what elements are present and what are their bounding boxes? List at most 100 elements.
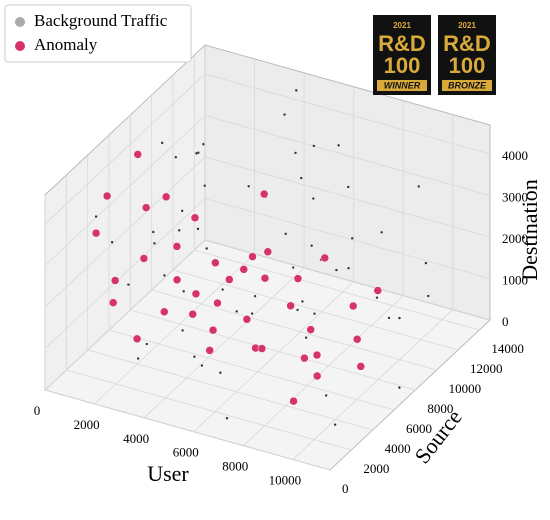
anomaly-point [306, 325, 315, 334]
anomaly-point [188, 309, 197, 319]
anomaly-point [312, 350, 322, 360]
grid-line [44, 239, 206, 391]
grid-line [87, 349, 373, 431]
background-point [182, 290, 185, 293]
grid-line [44, 198, 206, 349]
anomaly-point [320, 253, 330, 263]
legend-marker [15, 41, 25, 51]
y-tick-label: 6000 [406, 421, 432, 436]
grid-line [44, 73, 206, 225]
badge-brand: R&D [378, 31, 426, 56]
background-point [250, 312, 254, 315]
background-point [160, 141, 164, 145]
background-point [200, 364, 204, 367]
anomaly-point [211, 258, 220, 268]
background-point [337, 144, 340, 147]
grid-line [44, 389, 331, 471]
background-point [347, 267, 350, 270]
z-tick-label: 2000 [502, 231, 528, 246]
anomaly-point [205, 346, 214, 355]
background-point [312, 144, 316, 148]
grid-line [108, 329, 395, 411]
anomaly-point [225, 275, 234, 284]
anomaly-point [248, 252, 257, 261]
background-point [205, 247, 208, 250]
badge-brand: R&D [443, 31, 491, 56]
legend-label: Background Traffic [34, 11, 168, 30]
badge-band [377, 80, 427, 91]
legend: Background Traffic Anomaly [4, 4, 192, 63]
anomaly-point [132, 334, 142, 344]
background-point [127, 283, 130, 286]
background-point [292, 266, 295, 269]
anomaly-point [286, 301, 295, 311]
background-point [295, 89, 298, 92]
x-tick-label: 0 [34, 403, 41, 418]
background-point [181, 329, 184, 332]
background-point [180, 209, 184, 213]
anomaly-point [259, 189, 269, 199]
badge-year: 2021 [393, 21, 411, 30]
anomaly-point [263, 247, 273, 257]
legend-marker [15, 17, 25, 27]
anomaly-point [300, 353, 309, 363]
y-tick-label: 4000 [385, 441, 411, 456]
grid-line [172, 269, 459, 351]
y-tick-label: 14000 [491, 341, 524, 356]
anomaly-point [102, 191, 112, 201]
z-tick-label: 4000 [502, 148, 528, 163]
background-point [333, 423, 337, 426]
background-point [153, 242, 156, 245]
anomaly-point [133, 150, 143, 159]
anomaly-point [190, 213, 200, 223]
grid-line [143, 267, 305, 419]
y-tick-label: 12000 [470, 361, 503, 376]
background-point [202, 143, 205, 146]
anomaly-point [239, 265, 249, 274]
background-point [304, 336, 308, 339]
background-point [203, 184, 206, 187]
anomaly-point [373, 286, 383, 295]
anomaly-point [208, 325, 218, 335]
background-point [398, 386, 401, 389]
grid-line [194, 249, 480, 331]
background-point [221, 288, 224, 291]
anomaly-point [110, 276, 120, 285]
background-point [296, 308, 299, 312]
anomaly-point [257, 344, 267, 353]
anomaly-point [213, 298, 222, 308]
legend-box [4, 4, 192, 63]
y-tick-label: 0 [342, 481, 349, 496]
background-point [195, 152, 198, 155]
anomaly-point [260, 273, 270, 283]
background-point [94, 215, 98, 218]
y-tick-label: 2000 [363, 461, 389, 476]
background-point [145, 342, 148, 346]
grid-line [204, 73, 491, 155]
legend-label: Anomaly [34, 35, 98, 54]
background-point [300, 176, 303, 180]
background-point [312, 197, 315, 200]
anomaly-point [312, 371, 322, 381]
anomaly-point [293, 274, 303, 283]
grid-line [204, 198, 491, 279]
axes-panes [44, 43, 491, 471]
anomaly-point [356, 362, 366, 371]
grid-line [66, 369, 352, 451]
y-tick-label: 10000 [449, 381, 482, 396]
background-point [110, 241, 114, 244]
background-point [398, 316, 401, 320]
x-tick-label: 6000 [173, 445, 199, 460]
grid-line [204, 115, 491, 196]
background-point [347, 185, 350, 189]
grid-line [151, 289, 437, 371]
background-point [417, 185, 420, 188]
grid-line [242, 295, 404, 446]
background-point [310, 244, 313, 247]
points [91, 89, 430, 426]
anomaly-point [141, 203, 151, 212]
x-axis-label: User [147, 461, 189, 486]
grid-line [44, 156, 206, 308]
